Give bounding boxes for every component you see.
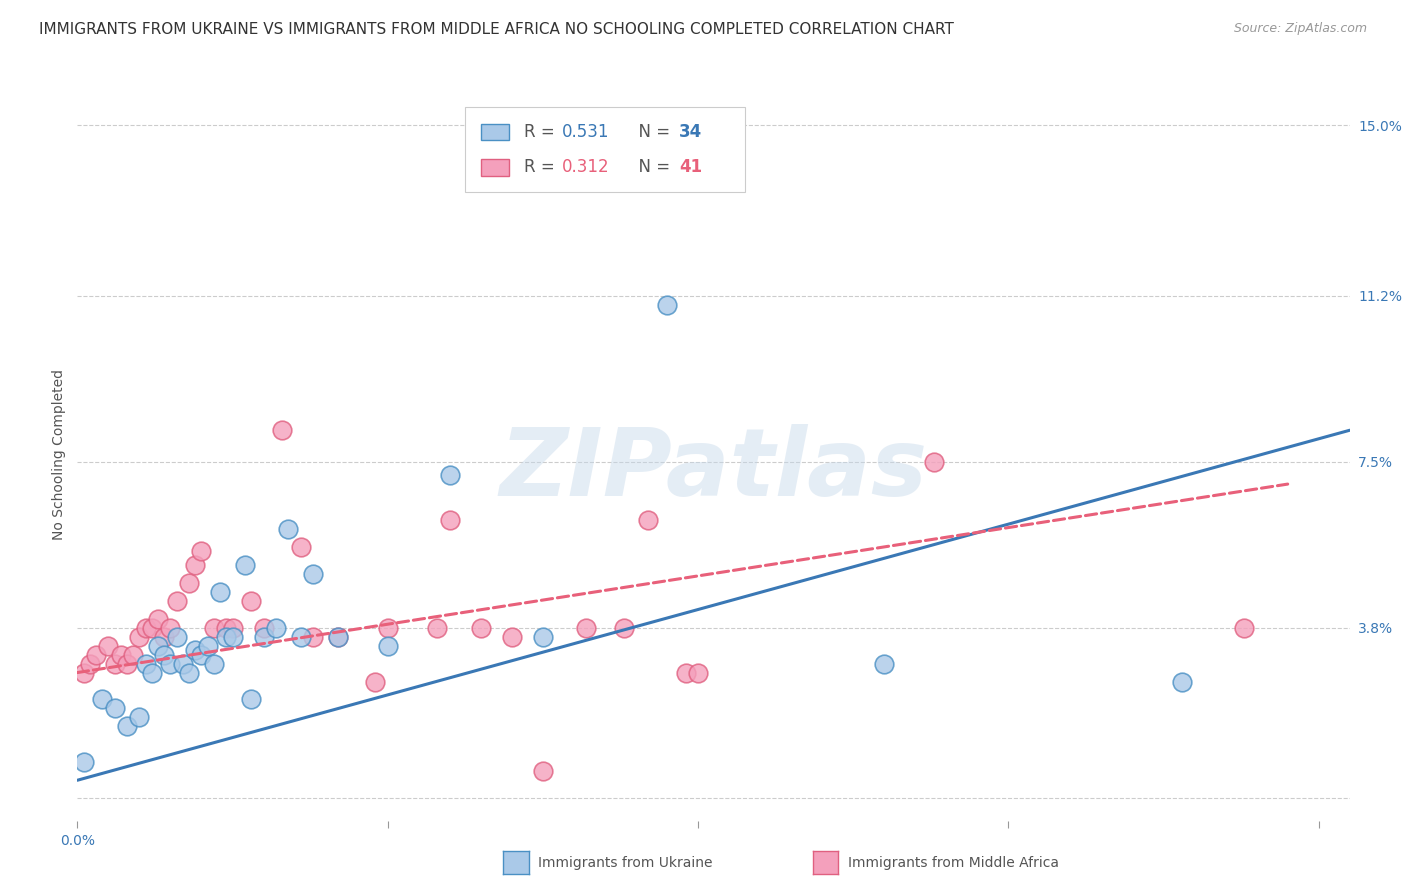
Point (240, 593, 263, 607)
Point (290, 630, 312, 644)
FancyBboxPatch shape (481, 124, 509, 140)
Point (264, 621, 287, 635)
Point (197, 639, 219, 653)
Point (501, 630, 523, 644)
Point (153, 648, 176, 662)
Point (1171, 674, 1194, 689)
Point (426, 621, 449, 635)
Point (922, 455, 945, 469)
Point (141, 665, 163, 680)
Point (612, 621, 634, 635)
Point (72, 756, 94, 770)
Point (233, 558, 256, 572)
Point (190, 648, 212, 662)
Point (364, 674, 387, 689)
Y-axis label: No Schooling Completed: No Schooling Completed (52, 369, 66, 541)
Point (575, 621, 598, 635)
Point (209, 584, 232, 599)
Point (302, 566, 325, 581)
Point (103, 701, 125, 715)
Point (153, 630, 176, 644)
FancyBboxPatch shape (465, 108, 745, 192)
Text: 34: 34 (679, 123, 703, 141)
Text: R =: R = (524, 123, 560, 141)
Text: Source: ZipAtlas.com: Source: ZipAtlas.com (1233, 22, 1367, 36)
FancyBboxPatch shape (481, 160, 509, 176)
Point (326, 630, 349, 644)
Point (215, 630, 238, 644)
Text: ZIPatlas: ZIPatlas (499, 424, 928, 516)
Point (172, 657, 194, 671)
Text: IMMIGRANTS FROM UKRAINE VS IMMIGRANTS FROM MIDDLE AFRICA NO SCHOOLING COMPLETED : IMMIGRANTS FROM UKRAINE VS IMMIGRANTS FR… (39, 22, 955, 37)
Point (141, 621, 163, 635)
Text: 0.312: 0.312 (562, 159, 610, 177)
Point (302, 630, 325, 644)
Point (271, 423, 294, 437)
Point (177, 665, 200, 680)
Point (79, 657, 101, 671)
Text: 0.0%: 0.0% (60, 834, 94, 847)
Point (202, 657, 225, 671)
Text: Immigrants from Middle Africa: Immigrants from Middle Africa (848, 855, 1059, 870)
Point (91, 692, 114, 706)
Point (252, 621, 274, 635)
Point (146, 639, 169, 653)
Point (97, 639, 120, 653)
Point (184, 558, 207, 572)
Point (159, 621, 181, 635)
Point (470, 621, 492, 635)
Point (252, 630, 274, 644)
Point (675, 665, 697, 680)
Text: N =: N = (628, 123, 676, 141)
Point (110, 648, 132, 662)
Point (135, 621, 157, 635)
Point (637, 513, 659, 527)
Point (240, 692, 263, 706)
Point (686, 665, 709, 680)
Text: 0.531: 0.531 (562, 123, 610, 141)
Point (72, 665, 94, 680)
Point (873, 657, 896, 671)
Point (326, 630, 349, 644)
Point (190, 544, 212, 558)
Point (215, 621, 238, 635)
Text: R =: R = (524, 159, 560, 177)
Point (122, 648, 145, 662)
Point (184, 643, 207, 657)
Point (166, 630, 188, 644)
Text: N =: N = (628, 159, 676, 177)
Point (531, 630, 554, 644)
Point (103, 657, 125, 671)
Point (146, 612, 169, 626)
Point (159, 657, 181, 671)
Point (377, 621, 399, 635)
Point (221, 630, 243, 644)
Point (439, 513, 461, 527)
Text: Immigrants from Ukraine: Immigrants from Ukraine (538, 855, 713, 870)
Point (1233, 621, 1256, 635)
Text: 41: 41 (679, 159, 703, 177)
Point (377, 639, 399, 653)
Point (290, 540, 312, 554)
Point (439, 468, 461, 483)
Point (115, 719, 138, 733)
Point (166, 593, 188, 607)
Point (128, 630, 150, 644)
Point (177, 575, 200, 590)
Point (221, 621, 243, 635)
Point (115, 657, 138, 671)
Point (202, 621, 225, 635)
Point (277, 522, 299, 536)
Point (531, 764, 554, 779)
Point (135, 657, 157, 671)
Point (655, 297, 678, 311)
Point (128, 710, 150, 724)
Point (84, 648, 107, 662)
